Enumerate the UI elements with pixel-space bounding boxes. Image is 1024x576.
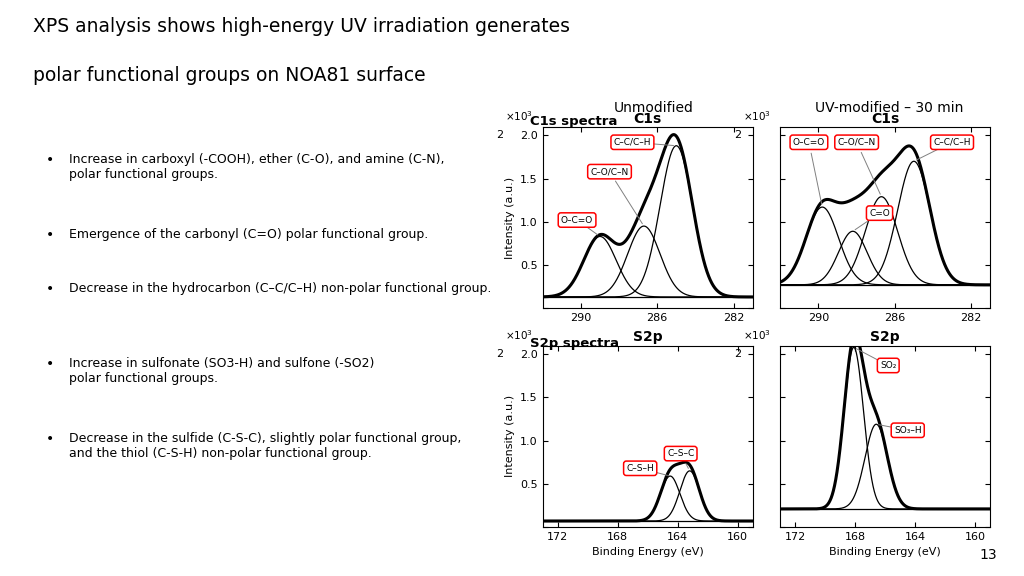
- Text: •: •: [46, 282, 54, 296]
- Text: SO₂: SO₂: [880, 361, 896, 370]
- Text: •: •: [46, 432, 54, 446]
- Y-axis label: Intensity (a.u.): Intensity (a.u.): [505, 395, 514, 478]
- Text: 13: 13: [980, 548, 997, 562]
- Text: •: •: [46, 153, 54, 166]
- Text: O–C=O: O–C=O: [793, 138, 825, 147]
- Text: Decrease in the hydrocarbon (C–C/C–H) non-polar functional group.: Decrease in the hydrocarbon (C–C/C–H) no…: [69, 282, 490, 295]
- Text: C–S–H: C–S–H: [627, 464, 654, 473]
- Text: 2: 2: [497, 349, 504, 359]
- Text: 2: 2: [734, 349, 741, 359]
- Text: C–C/C–H: C–C/C–H: [933, 138, 971, 147]
- Y-axis label: Intensity (a.u.): Intensity (a.u.): [505, 176, 514, 259]
- Text: S2p spectra: S2p spectra: [530, 337, 620, 350]
- Text: C=O: C=O: [869, 209, 890, 218]
- Text: 2: 2: [734, 130, 741, 141]
- Text: •: •: [46, 357, 54, 371]
- Text: $\times10^3$: $\times10^3$: [742, 109, 771, 123]
- Text: SO₃–H: SO₃–H: [894, 426, 922, 435]
- Text: •: •: [46, 228, 54, 241]
- Text: polar functional groups on NOA81 surface: polar functional groups on NOA81 surface: [33, 66, 425, 85]
- Text: $\times10^3$: $\times10^3$: [505, 109, 534, 123]
- Text: UV-modified – 30 min: UV-modified – 30 min: [815, 101, 963, 115]
- Title: C1s: C1s: [634, 112, 662, 126]
- Text: Unmodified: Unmodified: [613, 101, 693, 115]
- Text: $\times10^3$: $\times10^3$: [505, 328, 534, 342]
- Text: C–O/C–N: C–O/C–N: [838, 138, 876, 147]
- Text: C–O/C–N: C–O/C–N: [591, 167, 629, 176]
- Text: C1s spectra: C1s spectra: [530, 115, 617, 128]
- Text: O–C=O: O–C=O: [561, 215, 593, 225]
- Text: Decrease in the sulfide (C-S-C), slightly polar functional group,
and the thiol : Decrease in the sulfide (C-S-C), slightl…: [69, 432, 461, 460]
- Text: XPS analysis shows high-energy UV irradiation generates: XPS analysis shows high-energy UV irradi…: [33, 17, 569, 36]
- Text: Increase in carboxyl (-COOH), ether (C-O), and amine (C-N),
polar functional gro: Increase in carboxyl (-COOH), ether (C-O…: [69, 153, 444, 181]
- X-axis label: Binding Energy (eV): Binding Energy (eV): [592, 547, 703, 558]
- Text: Increase in sulfonate (SO3-H) and sulfone (-SO2)
polar functional groups.: Increase in sulfonate (SO3-H) and sulfon…: [69, 357, 374, 385]
- X-axis label: Binding Energy (eV): Binding Energy (eV): [829, 547, 941, 558]
- Text: 2: 2: [497, 130, 504, 141]
- Text: $\times10^3$: $\times10^3$: [742, 328, 771, 342]
- Title: S2p: S2p: [870, 331, 900, 344]
- Text: Emergence of the carbonyl (C=O) polar functional group.: Emergence of the carbonyl (C=O) polar fu…: [69, 228, 428, 241]
- Title: C1s: C1s: [871, 112, 899, 126]
- Text: C–S–C: C–S–C: [667, 449, 694, 458]
- Text: C–C/C–H: C–C/C–H: [613, 138, 651, 147]
- Title: S2p: S2p: [633, 331, 663, 344]
